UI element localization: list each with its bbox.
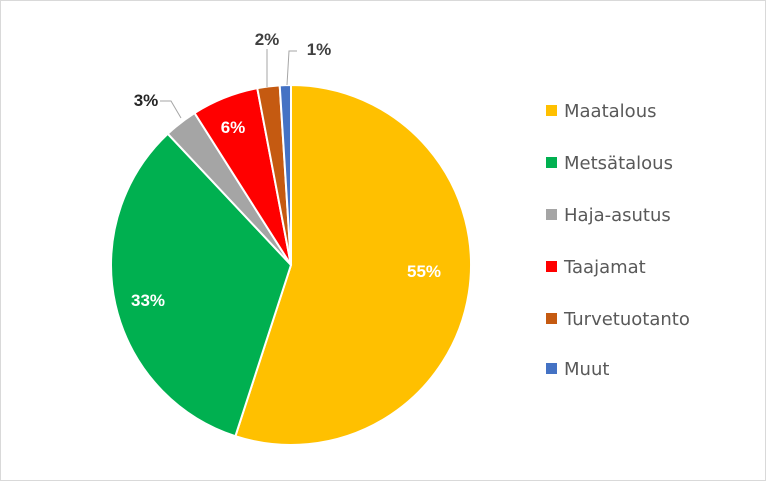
data-label-turvetuotanto: 2%	[255, 30, 280, 49]
data-label-haja-asutus: 3%	[134, 91, 159, 110]
legend-swatch-muut	[546, 363, 557, 374]
pie-slice-mets-talous	[110, 132, 293, 438]
leader-line-muut	[286, 50, 297, 86]
pie-slice-maatalous	[234, 83, 472, 446]
legend: Maatalous Metsätalous Haja-asutus Taajam…	[546, 101, 690, 380]
pie-slice-muut	[278, 83, 292, 266]
legend-swatch-turvetuotanto	[546, 313, 557, 324]
legend-label-maatalous: Maatalous	[564, 101, 656, 122]
leader-line-haja-asutus	[160, 100, 182, 119]
leader-lines	[160, 49, 297, 119]
legend-swatch-haja-asutus	[546, 209, 557, 220]
legend-label-haja-asutus: Haja-asutus	[564, 205, 671, 226]
legend-label-turvetuotanto: Turvetuotanto	[563, 309, 690, 330]
legend-label-metsatalous: Metsätalous	[564, 153, 673, 174]
pie-slices	[110, 83, 472, 446]
data-label-metsatalous: 33%	[131, 291, 165, 310]
legend-swatch-taajamat	[546, 261, 557, 272]
legend-label-muut: Muut	[564, 359, 609, 380]
legend-swatch-metsatalous	[546, 157, 557, 168]
data-labels: 55% 33% 3% 6% 2% 1%	[131, 30, 441, 310]
legend-label-taajamat: Taajamat	[563, 257, 646, 278]
data-label-muut: 1%	[307, 40, 332, 59]
legend-swatch-maatalous	[546, 105, 557, 116]
data-label-taajamat: 6%	[221, 118, 246, 137]
data-label-maatalous: 55%	[407, 262, 441, 281]
